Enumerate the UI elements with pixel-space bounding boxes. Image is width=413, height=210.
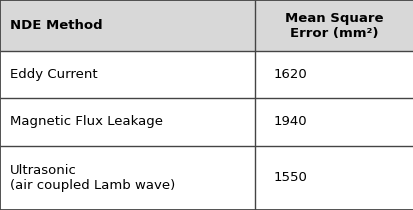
Text: 1550: 1550: [273, 172, 306, 184]
Text: 1620: 1620: [273, 68, 306, 81]
Bar: [0, 0, 413, 51]
Text: Eddy Current: Eddy Current: [10, 68, 98, 81]
Text: Ultrasonic
(air coupled Lamb wave): Ultrasonic (air coupled Lamb wave): [10, 164, 175, 192]
Text: Magnetic Flux Leakage: Magnetic Flux Leakage: [10, 115, 163, 128]
Text: NDE Method: NDE Method: [10, 19, 103, 32]
Text: Mean Square
Error (mm²): Mean Square Error (mm²): [285, 12, 382, 40]
Text: 1940: 1940: [273, 115, 306, 128]
